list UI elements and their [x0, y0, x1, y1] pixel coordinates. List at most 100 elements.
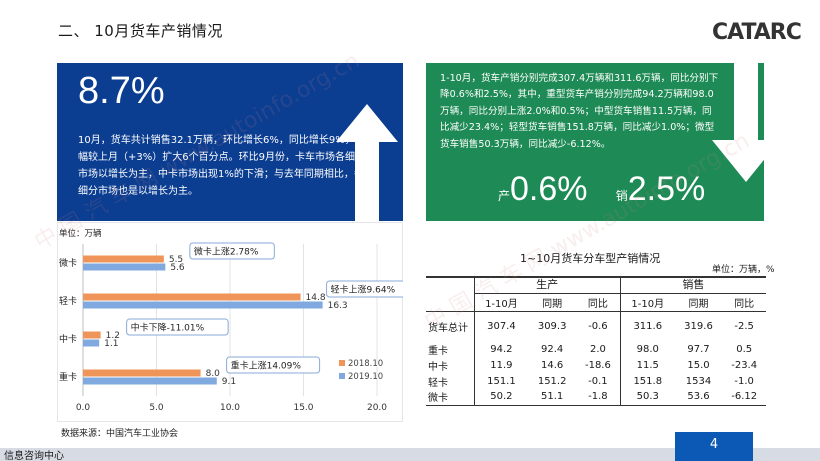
page-number-box	[675, 432, 753, 461]
table-cell: 309.3	[537, 320, 567, 332]
table-row: 货车总计 307.4 309.3 -0.6 311.6 319.6 -2.5	[426, 311, 766, 341]
value-label-2018: 8.0	[206, 369, 221, 379]
sales-label: 销	[615, 189, 628, 203]
legend-swatch	[339, 373, 345, 379]
value-label-2019: 5.6	[170, 263, 185, 273]
bar-2018	[83, 255, 164, 263]
row-label: 轻卡	[428, 377, 448, 389]
bar-2019	[83, 339, 100, 347]
x-tick-label: 0.0	[76, 403, 91, 413]
x-tick-label: 5.0	[149, 403, 164, 413]
bar-2019	[83, 263, 166, 271]
value-label-2018: 1.2	[106, 331, 120, 341]
table-row: 重卡 94.2 92.4 2.0 98.0 97.7 0.5	[426, 341, 766, 357]
table-cell: 2.0	[589, 343, 606, 355]
logo-text: CATARC	[712, 20, 801, 44]
table-cell: 14.6	[541, 359, 564, 371]
table-cell: 94.2	[473, 341, 529, 357]
prod-label: 产	[498, 189, 511, 203]
page-number: 4	[709, 437, 719, 452]
category-label: 重卡	[59, 371, 77, 383]
catarc-logo: CATARC	[712, 20, 802, 44]
table-cell: -1.0	[734, 375, 754, 387]
table-cell: 11.9	[473, 357, 529, 373]
callout-text: 重卡上涨14.09%	[231, 360, 302, 372]
sales-decline-pct: 2.5%	[627, 170, 706, 208]
ytd-decline-figures: 产0.6% 销2.5%	[498, 170, 705, 209]
col-header: 同期	[528, 293, 576, 312]
bar-2018	[83, 293, 301, 301]
col-header: 同比	[722, 293, 766, 312]
ytd-summary-panel	[426, 63, 764, 221]
table-cell: -2.5	[734, 320, 754, 332]
callout-text: 中卡下降-11.01%	[131, 322, 205, 334]
table-cell: 11.5	[619, 357, 675, 373]
category-label: 微卡	[59, 257, 77, 269]
table-cell: 53.6	[674, 389, 723, 406]
table-cell: -1.8	[575, 389, 621, 406]
bar-2018	[83, 331, 101, 339]
table-cell: 0.5	[736, 343, 753, 355]
bar-2018	[83, 369, 201, 377]
table-cell: 15.0	[687, 359, 710, 371]
value-label-2019: 1.1	[104, 339, 118, 349]
table-cell: 151.1	[473, 373, 529, 389]
table-cell: 50.3	[619, 389, 675, 406]
prod-decline-pct: 0.6%	[510, 170, 588, 208]
col-header: 1-10月	[619, 293, 675, 312]
col-header: 同比	[575, 293, 621, 312]
down-arrow-icon	[712, 52, 780, 182]
callout-box	[126, 318, 229, 336]
up-arrow-icon	[336, 104, 398, 222]
legend-label: 2019.10	[348, 372, 383, 382]
callout-box	[226, 356, 321, 374]
category-label: 中卡	[59, 333, 77, 345]
table-cell: -6.12	[722, 389, 766, 406]
table-cell: 307.4	[473, 311, 529, 341]
bar-2019	[83, 377, 217, 385]
table-cell: -18.6	[584, 359, 611, 371]
monthly-summary-text: 10月，货车共计销售32.1万辆，环比增长6%，同比增长9%，增幅较上月（+3%…	[78, 135, 365, 197]
table-cell: -0.6	[588, 320, 608, 332]
x-tick-label: 15.0	[293, 403, 313, 413]
x-tick-label: 20.0	[367, 403, 387, 413]
value-label-2018: 14.8	[306, 293, 326, 303]
callout-box	[326, 280, 403, 298]
table-row: 中卡 11.9 14.6 -18.6 11.5 15.0 -23.4	[426, 357, 766, 373]
table-cell: 51.1	[528, 389, 576, 406]
table-unit: 单位：万辆，%	[712, 265, 775, 275]
footer-org-name: 信息咨询中心	[4, 451, 64, 461]
table-title: 1~10月货车分车型产销情况	[520, 252, 661, 265]
table-cell: 311.6	[619, 311, 675, 341]
group-header-production: 生产	[473, 276, 621, 294]
callout-text: 轻卡上涨9.64%	[331, 284, 396, 296]
row-label: 中卡	[428, 361, 448, 373]
table-cell: 97.7	[687, 343, 710, 355]
bar-2019	[83, 301, 323, 309]
row-label: 微卡	[426, 389, 474, 406]
value-label-2019: 9.1	[222, 377, 236, 387]
table-cell: -23.4	[731, 359, 758, 371]
monthly-growth-pct: 8.7%	[78, 70, 165, 112]
callout-text: 微卡上涨2.78%	[194, 246, 259, 258]
x-tick-label: 10.0	[220, 403, 240, 413]
group-header-sales: 销售	[619, 276, 766, 294]
legend-swatch	[339, 360, 345, 366]
category-label: 轻卡	[59, 295, 77, 307]
production-sales-table: 生产 销售 1-10月 同期 同比 1-10月 同期 同比 货车总计 307.4…	[426, 276, 766, 406]
value-label-2019: 16.3	[328, 301, 348, 311]
table-cell: 50.2	[473, 389, 529, 406]
table-cell: 319.6	[684, 320, 713, 332]
table-cell: 1534	[685, 375, 712, 387]
table-row: 轻卡 151.1 151.2 -0.1 151.8 1534 -1.0	[426, 373, 766, 389]
table-cell: 98.0	[619, 341, 675, 357]
legend-label: 2018.10	[348, 359, 383, 369]
footer-bar	[0, 448, 820, 461]
table-cell: 92.4	[541, 343, 564, 355]
col-header: 1-10月	[473, 293, 529, 312]
callout-box	[189, 242, 275, 260]
col-header: 同期	[674, 293, 723, 312]
row-label: 货车总计	[428, 322, 468, 334]
table-cell: -0.1	[588, 375, 608, 387]
chart-source: 数据来源：中国汽车工业协会	[61, 429, 179, 439]
